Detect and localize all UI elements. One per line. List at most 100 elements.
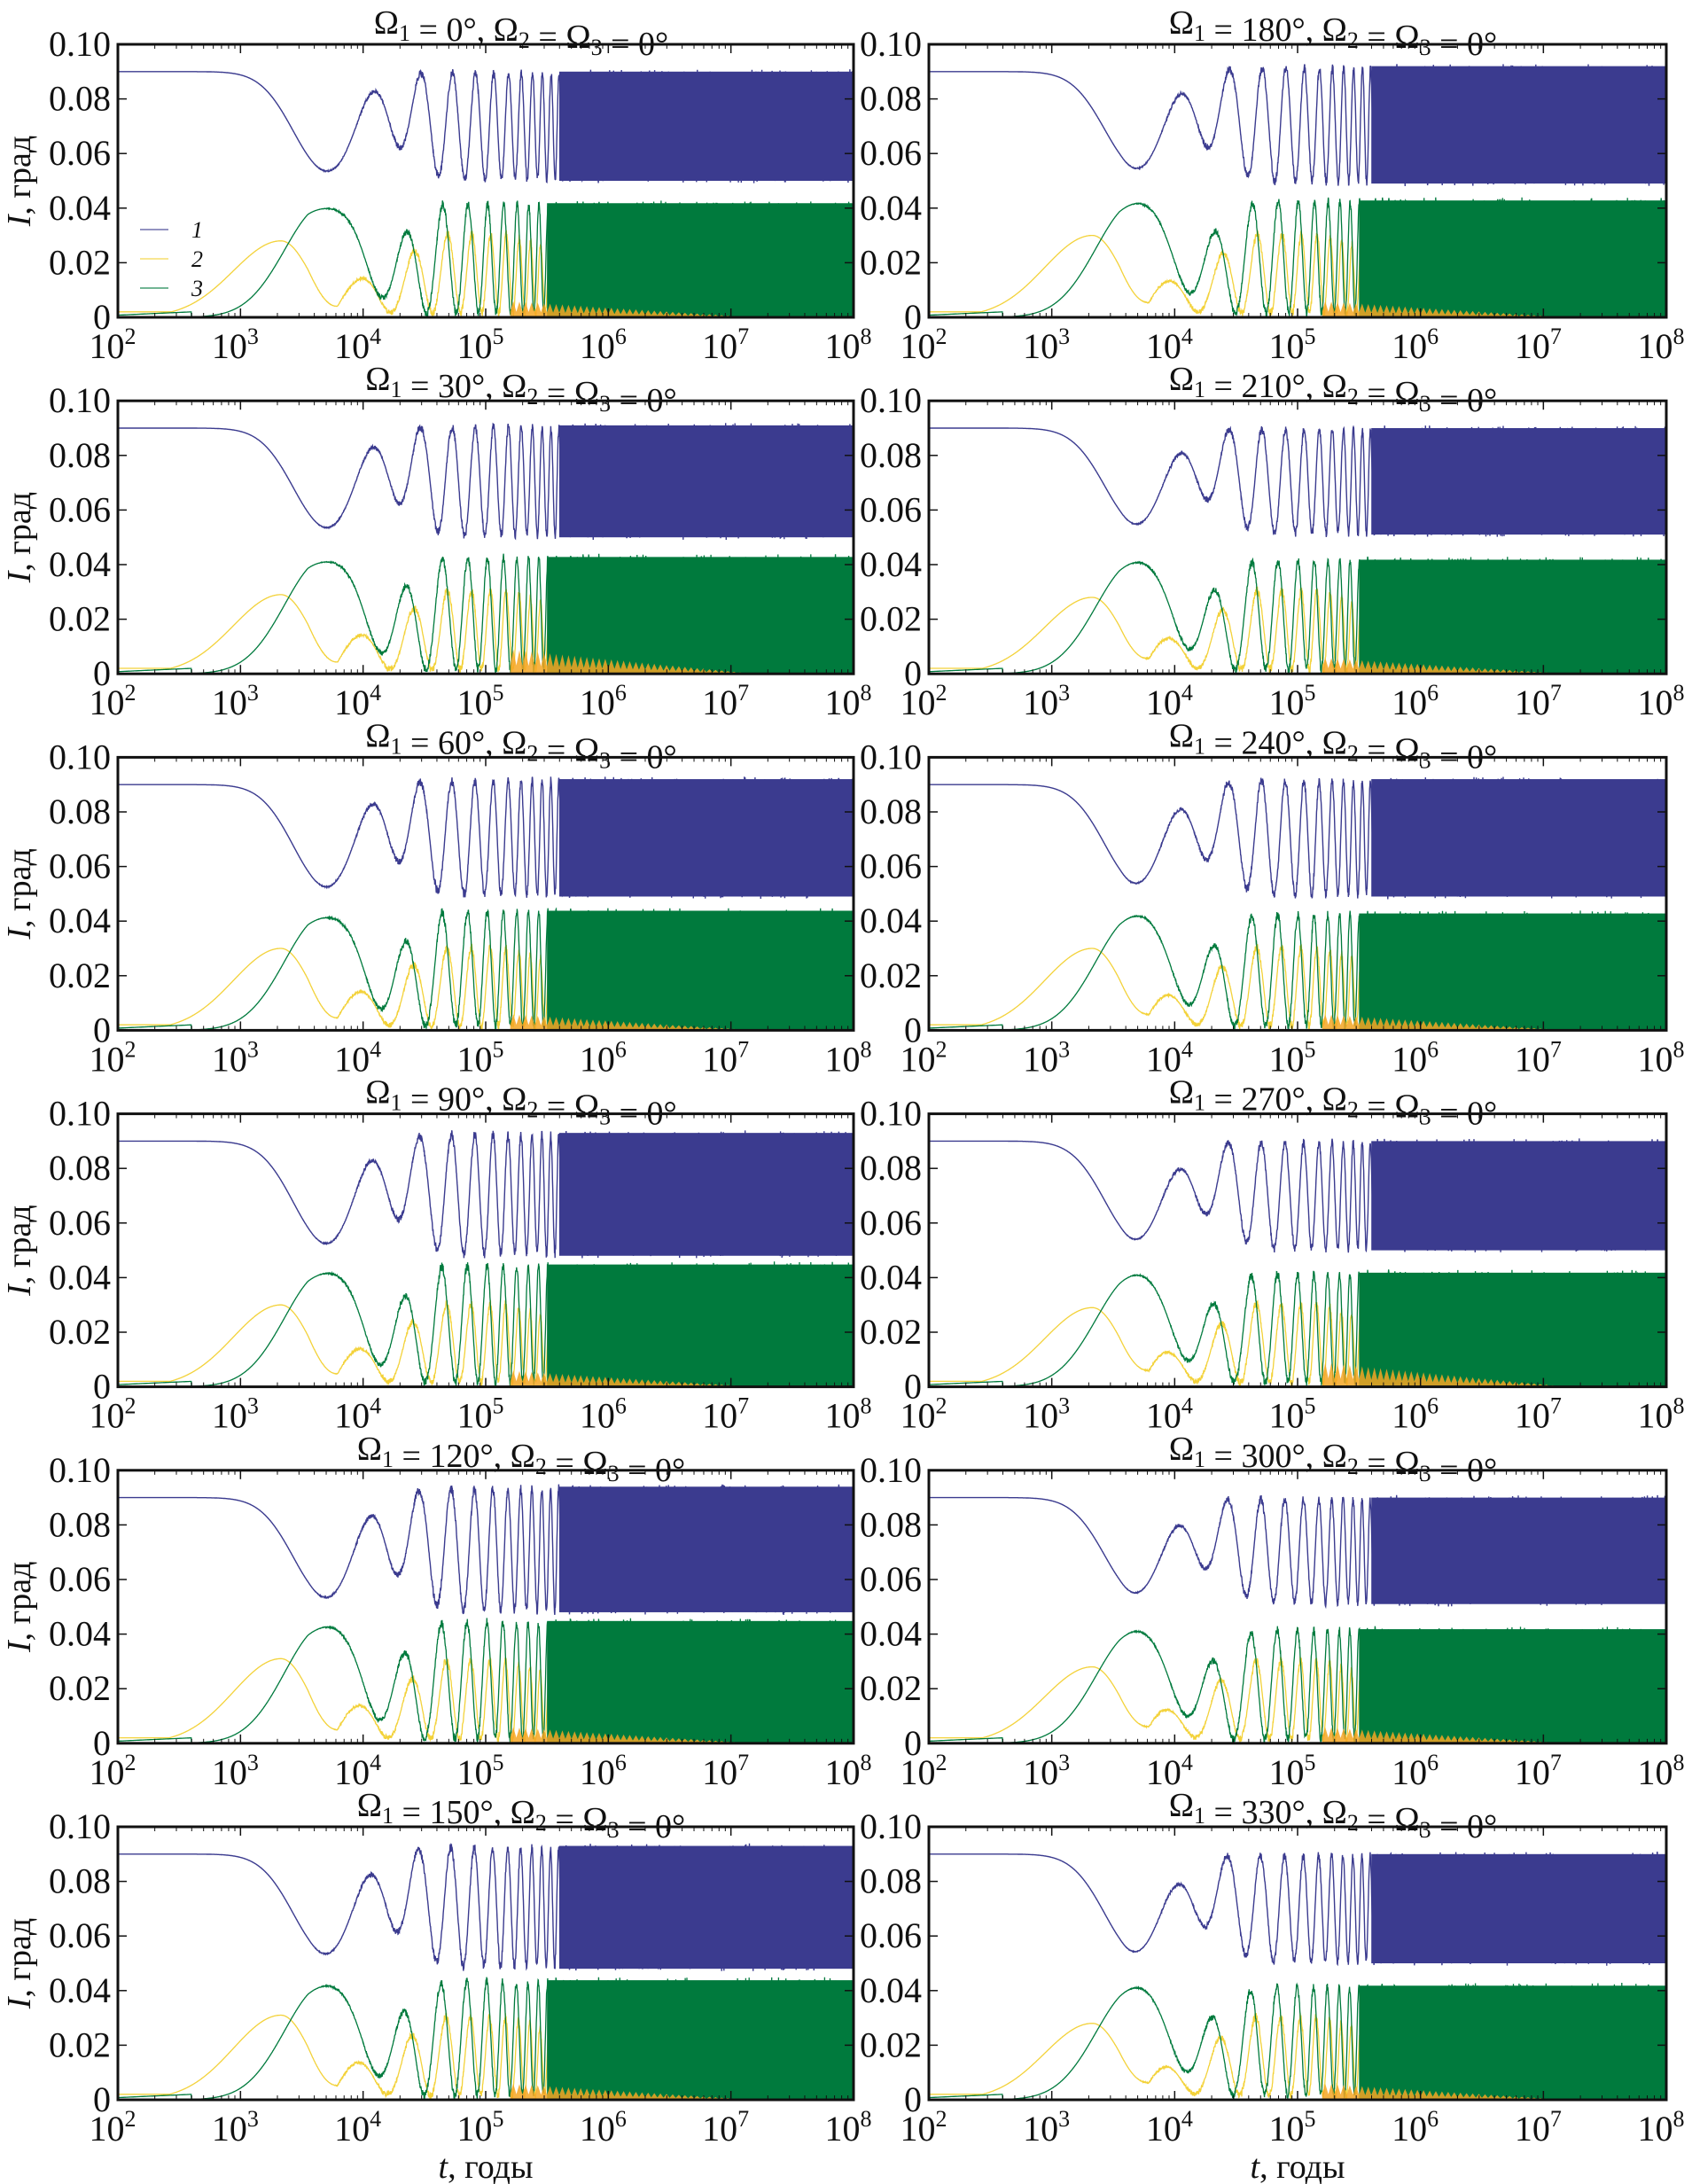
title-text: = 60°, (402, 724, 503, 761)
x-tick-exponent: 5 (493, 324, 504, 349)
x-tick-base: 10 (1023, 2109, 1058, 2149)
y-axis-var: I (1, 1995, 38, 2009)
series-1-band (559, 71, 854, 181)
x-tick-label: 102 (90, 680, 136, 722)
x-tick-exponent: 5 (493, 1393, 504, 1419)
x-tick-exponent: 6 (1427, 1036, 1439, 1062)
x-tick-exponent: 3 (1058, 2106, 1070, 2132)
omega-subscript: 2 (535, 1810, 547, 1836)
x-tick-base: 10 (90, 1752, 125, 1792)
omega-symbol: Ω (1322, 1081, 1347, 1119)
title-text: = 0° (1431, 738, 1498, 776)
x-axis-unit: , годы (448, 2149, 533, 2184)
omega-symbol: Ω (574, 1088, 599, 1126)
y-axis-var: I (1, 926, 38, 940)
x-tick-base: 10 (212, 1396, 247, 1436)
x-tick-base: 10 (90, 1396, 125, 1436)
x-tick-base: 10 (702, 1396, 737, 1436)
x-tick-exponent: 2 (125, 1036, 136, 1062)
y-tick-label: 0.10 (860, 737, 922, 776)
x-tick-exponent: 8 (1673, 324, 1685, 349)
title-text: = (1359, 19, 1394, 56)
x-tick-base: 10 (901, 2109, 936, 2149)
x-tick-label: 103 (212, 1036, 259, 1079)
omega-symbol: Ω (374, 4, 399, 42)
series-1-band (1371, 66, 1666, 184)
y-axis-unit: , град (1, 1205, 38, 1284)
y-tick-label: 0.08 (49, 792, 111, 831)
y-tick-label: 0 (904, 297, 922, 337)
omega-subscript: 3 (1420, 35, 1431, 60)
omega-subscript: 2 (1347, 1097, 1359, 1123)
x-tick-label: 108 (1638, 1750, 1685, 1792)
x-tick-label: 107 (702, 1750, 749, 1792)
y-tick-label: 0.06 (49, 489, 111, 529)
panel-title: Ω1 = 60°, Ω2 = Ω3 = 0° (365, 717, 676, 776)
series-3-band (1359, 913, 1666, 1031)
x-tick-label: 103 (1023, 1393, 1070, 1436)
title-text: = 0° (620, 1452, 686, 1489)
x-tick-base: 10 (1269, 1396, 1305, 1436)
series-3-band (1359, 559, 1666, 675)
x-tick-label: 102 (90, 324, 136, 366)
title-text: = 0° (620, 1808, 686, 1845)
x-tick-base: 10 (457, 1752, 493, 1792)
x-tick-exponent: 2 (936, 1750, 947, 1775)
x-tick-label: 103 (212, 680, 259, 722)
panel: 102 103 104 105 106 107 10800.020.040.060.080.… (1, 717, 872, 1079)
x-tick-label: 102 (90, 1036, 136, 1079)
series-1-band (559, 425, 854, 538)
y-axis-label: I, град (1, 1562, 38, 1653)
x-tick-exponent: 8 (1673, 1036, 1685, 1062)
omega-subscript: 1 (1194, 1447, 1205, 1472)
y-tick-label: 0.08 (860, 792, 922, 831)
omega-symbol: Ω (1169, 361, 1194, 398)
y-axis-var: I (1, 1639, 38, 1653)
omega-symbol: Ω (1169, 1074, 1194, 1112)
x-tick-base: 10 (457, 682, 493, 722)
series-1-band (559, 1486, 854, 1612)
omega-subscript: 3 (591, 35, 603, 60)
panel: 102 103 104 105 106 107 10800.020.040.060.080.… (860, 1074, 1685, 1436)
y-tick-label: 0.04 (49, 901, 111, 940)
omega-subscript: 3 (608, 1461, 620, 1486)
y-tick-label: 0.04 (49, 188, 111, 228)
x-tick-exponent: 6 (1427, 680, 1439, 706)
panel: 102 103 104 105 106 107 10800.020.040.060.080.… (860, 361, 1685, 722)
x-tick-label: 104 (334, 1393, 381, 1436)
x-tick-label: 103 (1023, 2106, 1070, 2149)
omega-symbol: Ω (502, 1081, 526, 1119)
x-tick-base: 10 (1023, 326, 1058, 366)
x-tick-base: 10 (825, 1039, 861, 1079)
x-tick-label: 105 (1269, 2106, 1316, 2149)
x-tick-label: 103 (1023, 1750, 1070, 1792)
y-tick-label: 0.10 (49, 24, 111, 64)
x-tick-base: 10 (212, 2109, 247, 2149)
y-tick-label: 0 (904, 653, 922, 693)
title-text: = 0° (1431, 1096, 1498, 1133)
y-tick-label: 0.06 (49, 1915, 111, 1955)
y-tick-label: 0.04 (49, 544, 111, 584)
panel: 102 103 104 105 106 107 10800.020.040.060.080.… (1, 1431, 872, 1792)
omega-subscript: 3 (608, 1817, 620, 1843)
x-tick-exponent: 8 (1673, 1750, 1685, 1775)
x-tick-label: 105 (457, 1750, 504, 1792)
x-tick-base: 10 (1023, 1752, 1058, 1792)
x-tick-exponent: 3 (1058, 1393, 1070, 1419)
panel-title: Ω1 = 270°, Ω2 = Ω3 = 0° (1169, 1074, 1497, 1133)
x-tick-exponent: 4 (1181, 1750, 1193, 1775)
x-tick-base: 10 (580, 682, 615, 722)
x-tick-label: 108 (1638, 680, 1685, 722)
y-tick-label: 0.06 (49, 133, 111, 173)
series-1-band (1371, 428, 1666, 535)
x-tick-label: 104 (1146, 680, 1193, 722)
x-tick-exponent: 5 (1305, 1036, 1316, 1062)
omega-symbol: Ω (1394, 375, 1419, 412)
omega-symbol: Ω (511, 1438, 535, 1475)
plot-area (929, 776, 1666, 1031)
title-text: = 0° (1431, 26, 1498, 63)
x-tick-label: 104 (1146, 1036, 1193, 1079)
x-tick-base: 10 (702, 1039, 737, 1079)
x-tick-base: 10 (212, 682, 247, 722)
